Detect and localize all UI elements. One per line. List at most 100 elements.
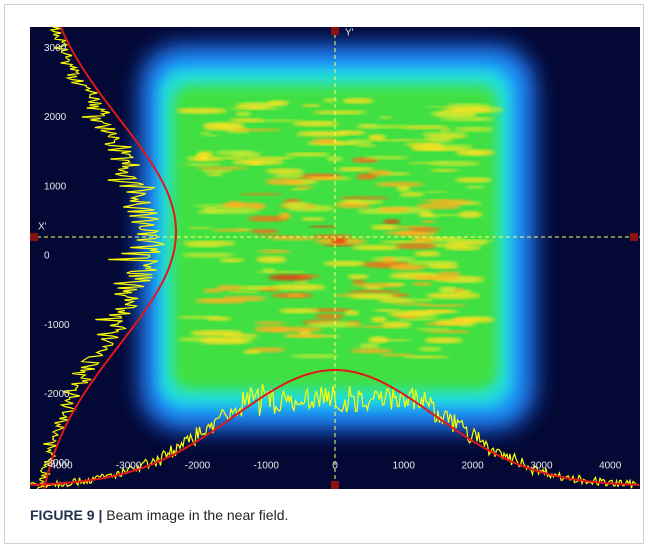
streak — [292, 120, 339, 127]
streak — [336, 130, 366, 136]
streak — [439, 128, 452, 132]
streak — [424, 134, 468, 139]
streak — [250, 203, 267, 210]
streak — [229, 107, 284, 110]
y-tick-label: 1000 — [44, 181, 67, 192]
streak — [428, 199, 471, 205]
handle — [30, 233, 38, 241]
streak — [382, 219, 401, 224]
streak — [300, 217, 326, 221]
streak — [348, 293, 401, 300]
streak — [437, 271, 462, 277]
streak — [395, 230, 438, 237]
streak — [350, 348, 394, 354]
streak — [347, 274, 369, 280]
vertical-fit — [43, 27, 177, 489]
streak — [385, 282, 407, 286]
streak — [445, 280, 486, 283]
streak — [176, 107, 228, 114]
streak — [424, 190, 447, 193]
streak — [284, 201, 309, 209]
streak — [417, 304, 468, 308]
streak — [267, 100, 290, 106]
streak — [423, 237, 464, 240]
streak — [238, 193, 284, 196]
x-tick-label: 4000 — [599, 461, 622, 472]
x-tick-label: -1000 — [253, 461, 279, 472]
streak — [286, 152, 330, 155]
streak — [444, 245, 482, 251]
y-tick-label: 2000 — [44, 112, 67, 123]
streak — [219, 258, 245, 263]
streak — [379, 353, 417, 357]
streak — [201, 169, 232, 173]
x-tick-label: -2000 — [185, 461, 211, 472]
streak — [265, 168, 304, 174]
streak — [347, 289, 402, 294]
streak — [381, 321, 412, 329]
streak — [424, 337, 463, 344]
streak — [312, 138, 338, 144]
vertical-profile — [36, 27, 166, 489]
beam-image: X' Y' -4000 -3000 -2000 -1000 0 1000 2000 3000 4… — [30, 27, 640, 489]
streak — [188, 226, 213, 229]
streak — [454, 126, 495, 132]
streak — [414, 251, 441, 257]
streak — [235, 111, 252, 117]
streak — [326, 156, 343, 162]
streak — [373, 308, 403, 312]
streak — [413, 298, 434, 302]
streak — [323, 260, 366, 267]
intensity-streaks — [176, 97, 504, 359]
streak — [296, 274, 320, 278]
horizontal-fit — [30, 369, 640, 486]
caption-label: FIGURE 9 | — [30, 507, 103, 523]
streak — [262, 268, 276, 273]
streak — [363, 285, 383, 290]
streak — [323, 97, 338, 103]
streak — [242, 349, 262, 354]
caption-text: Beam image in the near field. — [106, 507, 289, 523]
y-tick-label: -1000 — [44, 320, 70, 331]
streak — [442, 287, 457, 293]
streak — [381, 256, 396, 264]
streak — [374, 139, 429, 142]
streak — [206, 172, 224, 177]
streak — [202, 134, 219, 137]
streak — [309, 308, 353, 313]
streak — [439, 116, 495, 122]
streak — [271, 284, 326, 291]
streak — [247, 215, 289, 222]
y-tick-label: 0 — [44, 251, 50, 262]
streak — [416, 327, 451, 331]
streak — [226, 201, 244, 208]
y-tick-label: -2000 — [44, 389, 70, 400]
y-tick-label: -3000 — [44, 458, 70, 469]
streak — [455, 149, 495, 156]
streak — [337, 166, 375, 172]
streak — [229, 118, 266, 123]
caption: FIGURE 9 | Beam image in the near field. — [30, 507, 288, 523]
streak — [368, 336, 389, 344]
streak — [370, 224, 398, 230]
streak — [257, 249, 292, 254]
streak — [294, 185, 314, 189]
streak — [246, 156, 295, 160]
streak — [418, 211, 434, 217]
streak — [346, 139, 374, 145]
x-tick-label: 3000 — [530, 461, 553, 472]
streak — [399, 191, 425, 197]
x-tick-label: 1000 — [393, 461, 416, 472]
streak — [360, 124, 410, 129]
streak — [221, 295, 267, 302]
streak — [374, 181, 424, 187]
streak — [405, 260, 459, 265]
streak — [390, 293, 411, 297]
streak — [379, 115, 394, 119]
x-tick-label: 2000 — [461, 461, 484, 472]
streak — [279, 308, 320, 314]
y-axis-label: Y' — [345, 28, 354, 39]
streak — [358, 343, 380, 349]
x-tick-label: -3000 — [116, 461, 142, 472]
streak — [314, 313, 345, 320]
